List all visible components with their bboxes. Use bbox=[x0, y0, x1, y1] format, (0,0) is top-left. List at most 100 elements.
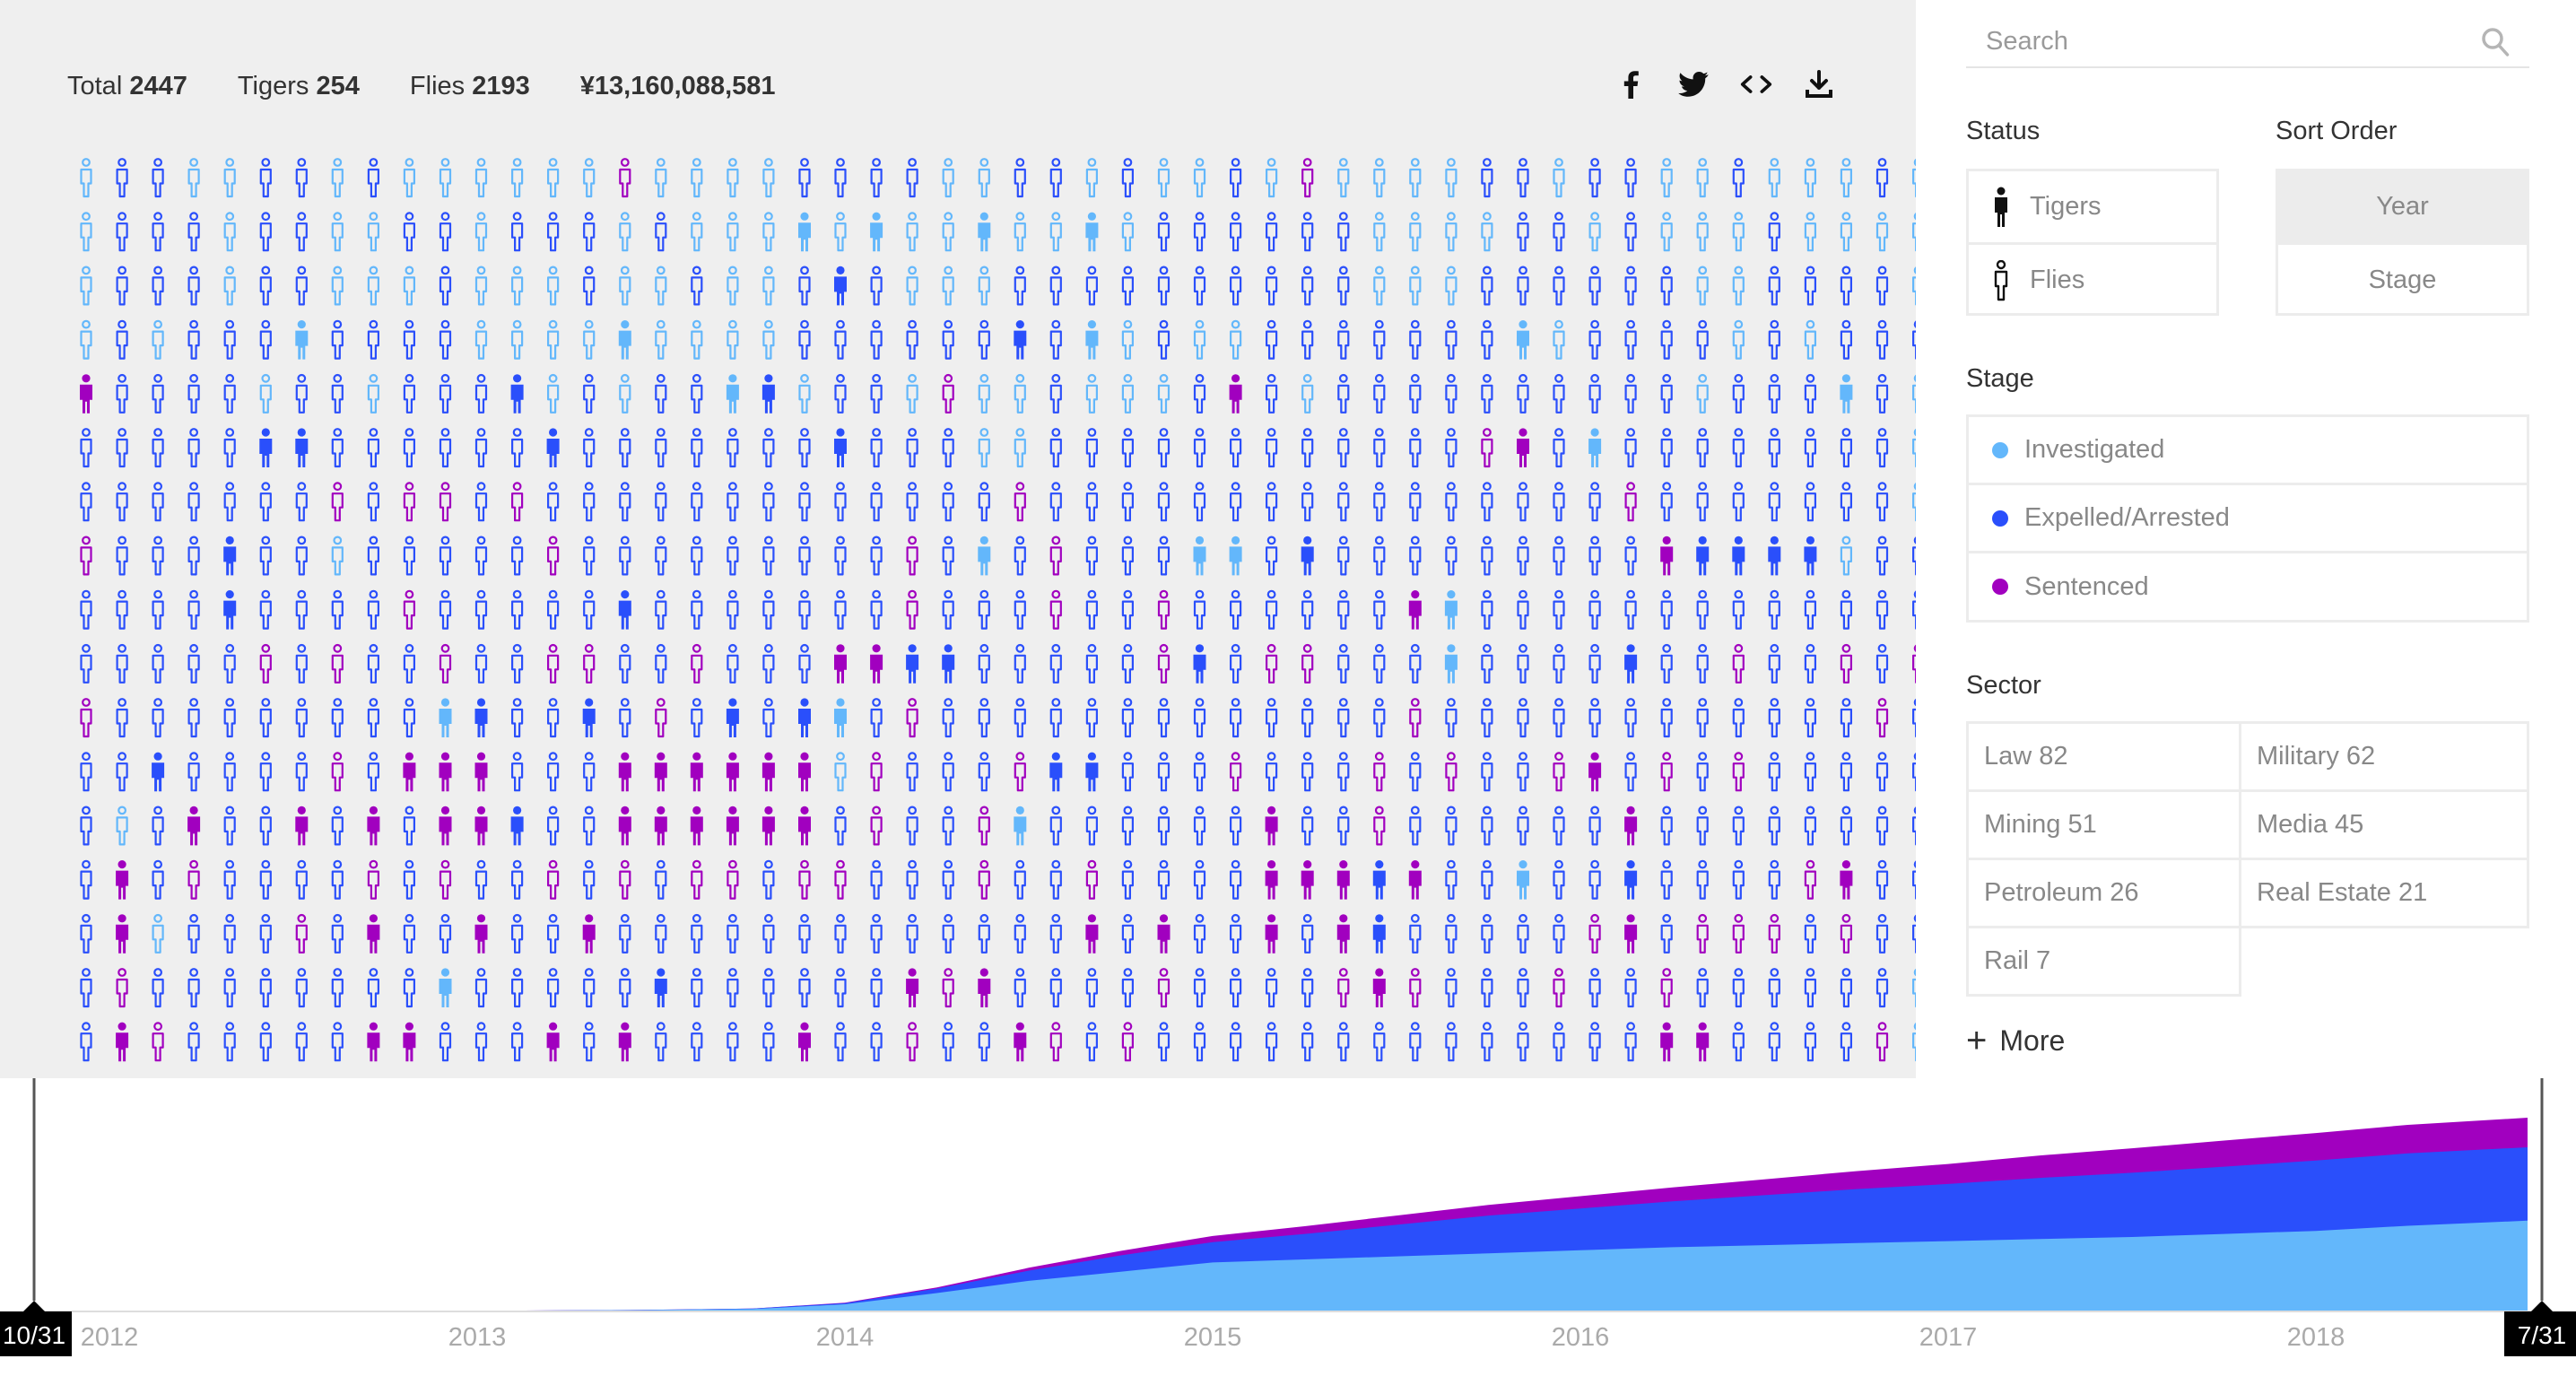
fly-figure[interactable] bbox=[223, 968, 236, 1008]
fly-figure[interactable] bbox=[583, 806, 596, 846]
fly-figure[interactable] bbox=[1732, 319, 1745, 360]
fly-figure[interactable] bbox=[978, 266, 990, 306]
fly-figure[interactable] bbox=[1085, 536, 1099, 576]
fly-figure[interactable] bbox=[1732, 266, 1745, 306]
fly-figure[interactable] bbox=[474, 1022, 488, 1062]
fly-figure[interactable] bbox=[510, 859, 524, 900]
fly-figure[interactable] bbox=[1804, 698, 1817, 738]
fly-figure[interactable] bbox=[1409, 643, 1422, 684]
sector-military[interactable]: Military 62 bbox=[2239, 721, 2529, 792]
fly-figure[interactable] bbox=[403, 373, 415, 414]
fly-figure[interactable] bbox=[691, 482, 703, 522]
tiger-figure[interactable] bbox=[834, 266, 847, 306]
fly-figure[interactable] bbox=[798, 859, 811, 900]
tiger-figure[interactable] bbox=[1265, 914, 1278, 954]
fly-figure[interactable] bbox=[1624, 428, 1637, 468]
tiger-figure[interactable] bbox=[1085, 212, 1099, 252]
fly-figure[interactable] bbox=[1553, 319, 1565, 360]
fly-figure[interactable] bbox=[331, 373, 344, 414]
search-input[interactable] bbox=[1966, 16, 2468, 66]
tiger-figure[interactable] bbox=[1517, 428, 1529, 467]
fly-figure[interactable] bbox=[80, 643, 92, 684]
fly-figure[interactable] bbox=[331, 806, 344, 846]
fly-figure[interactable] bbox=[474, 373, 488, 414]
fly-figure[interactable] bbox=[331, 698, 344, 738]
sector-mining[interactable]: Mining 51 bbox=[1966, 789, 2241, 860]
fly-figure[interactable] bbox=[1517, 698, 1529, 738]
fly-figure[interactable] bbox=[295, 752, 308, 792]
fly-figure[interactable] bbox=[1085, 589, 1099, 630]
fly-figure[interactable] bbox=[1517, 158, 1529, 198]
tiger-figure[interactable] bbox=[152, 752, 165, 792]
fly-figure[interactable] bbox=[1301, 266, 1314, 306]
fly-figure[interactable] bbox=[1517, 643, 1529, 684]
fly-figure[interactable] bbox=[439, 373, 452, 414]
fly-figure[interactable] bbox=[691, 373, 703, 414]
tiger-figure[interactable] bbox=[761, 752, 775, 792]
fly-figure[interactable] bbox=[152, 643, 164, 684]
fly-figure[interactable] bbox=[1696, 589, 1709, 630]
fly-figure[interactable] bbox=[1337, 643, 1350, 684]
fly-figure[interactable] bbox=[762, 643, 775, 684]
fly-figure[interactable] bbox=[1875, 643, 1889, 684]
fly-figure[interactable] bbox=[1373, 319, 1386, 360]
fly-figure[interactable] bbox=[1157, 319, 1171, 360]
fly-figure[interactable] bbox=[1049, 212, 1062, 252]
fly-figure[interactable] bbox=[546, 266, 560, 306]
fly-figure[interactable] bbox=[116, 266, 128, 306]
fly-figure[interactable] bbox=[1157, 752, 1171, 792]
fly-figure[interactable] bbox=[655, 913, 667, 954]
fly-figure[interactable] bbox=[1912, 806, 1916, 846]
fly-figure[interactable] bbox=[1660, 913, 1673, 954]
fly-figure[interactable] bbox=[1049, 968, 1062, 1008]
fly-figure[interactable] bbox=[1265, 536, 1278, 576]
fly-figure[interactable] bbox=[1875, 589, 1889, 630]
fly-figure[interactable] bbox=[1660, 428, 1673, 468]
fly-figure[interactable] bbox=[1875, 428, 1889, 468]
fly-figure[interactable] bbox=[978, 859, 990, 900]
fly-figure[interactable] bbox=[906, 373, 918, 414]
tiger-figure[interactable] bbox=[618, 1022, 631, 1062]
fly-figure[interactable] bbox=[474, 968, 488, 1008]
tiger-figure[interactable] bbox=[223, 536, 237, 576]
tiger-figure[interactable] bbox=[1660, 536, 1674, 576]
fly-figure[interactable] bbox=[1481, 968, 1493, 1008]
fly-figure[interactable] bbox=[474, 158, 488, 198]
fly-figure[interactable] bbox=[187, 698, 200, 738]
fly-figure[interactable] bbox=[259, 913, 272, 954]
fly-figure[interactable] bbox=[1409, 319, 1422, 360]
fly-figure[interactable] bbox=[1732, 698, 1745, 738]
fly-figure[interactable] bbox=[1840, 266, 1852, 306]
fly-figure[interactable] bbox=[1301, 428, 1314, 468]
fly-figure[interactable] bbox=[1409, 752, 1422, 792]
fly-figure[interactable] bbox=[1265, 158, 1278, 198]
fly-figure[interactable] bbox=[1229, 428, 1242, 468]
fly-figure[interactable] bbox=[259, 266, 272, 306]
fly-figure[interactable] bbox=[727, 913, 739, 954]
fly-figure[interactable] bbox=[1588, 536, 1601, 576]
tiger-figure[interactable] bbox=[1049, 752, 1063, 792]
fly-figure[interactable] bbox=[1445, 806, 1458, 846]
fly-figure[interactable] bbox=[1193, 482, 1206, 522]
stage-option-sentenced[interactable]: Sentenced bbox=[1969, 553, 2527, 620]
fly-figure[interactable] bbox=[727, 536, 739, 576]
fly-figure[interactable] bbox=[546, 913, 560, 954]
fly-figure[interactable] bbox=[834, 536, 847, 576]
fly-figure[interactable] bbox=[295, 482, 308, 522]
fly-figure[interactable] bbox=[1049, 1022, 1062, 1062]
fly-figure[interactable] bbox=[727, 1022, 739, 1062]
fly-figure[interactable] bbox=[834, 158, 847, 198]
fly-figure[interactable] bbox=[1481, 1022, 1493, 1062]
fly-figure[interactable] bbox=[1049, 482, 1062, 522]
fly-figure[interactable] bbox=[1768, 589, 1780, 630]
fly-figure[interactable] bbox=[439, 428, 452, 468]
fly-figure[interactable] bbox=[223, 913, 236, 954]
fly-figure[interactable] bbox=[1445, 968, 1458, 1008]
fly-figure[interactable] bbox=[116, 212, 128, 252]
fly-figure[interactable] bbox=[187, 859, 200, 900]
fly-figure[interactable] bbox=[1409, 968, 1422, 1008]
fly-figure[interactable] bbox=[259, 589, 272, 630]
fly-figure[interactable] bbox=[1588, 212, 1601, 252]
fly-figure[interactable] bbox=[187, 212, 200, 252]
fly-figure[interactable] bbox=[655, 212, 667, 252]
